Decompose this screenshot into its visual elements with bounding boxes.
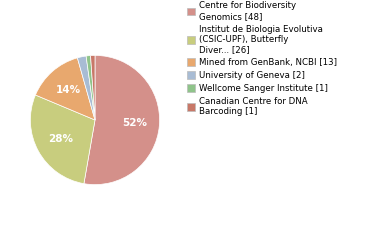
Wedge shape [78,56,95,120]
Wedge shape [86,55,95,120]
Text: 52%: 52% [122,118,147,128]
Wedge shape [84,55,160,185]
Text: 14%: 14% [56,85,81,96]
Wedge shape [35,58,95,120]
Legend: Centre for Biodiversity
Genomics [48], Institut de Biologia Evolutiva
(CSIC-UPF): Centre for Biodiversity Genomics [48], I… [185,0,339,118]
Text: 28%: 28% [48,134,73,144]
Wedge shape [90,55,95,120]
Wedge shape [30,95,95,184]
